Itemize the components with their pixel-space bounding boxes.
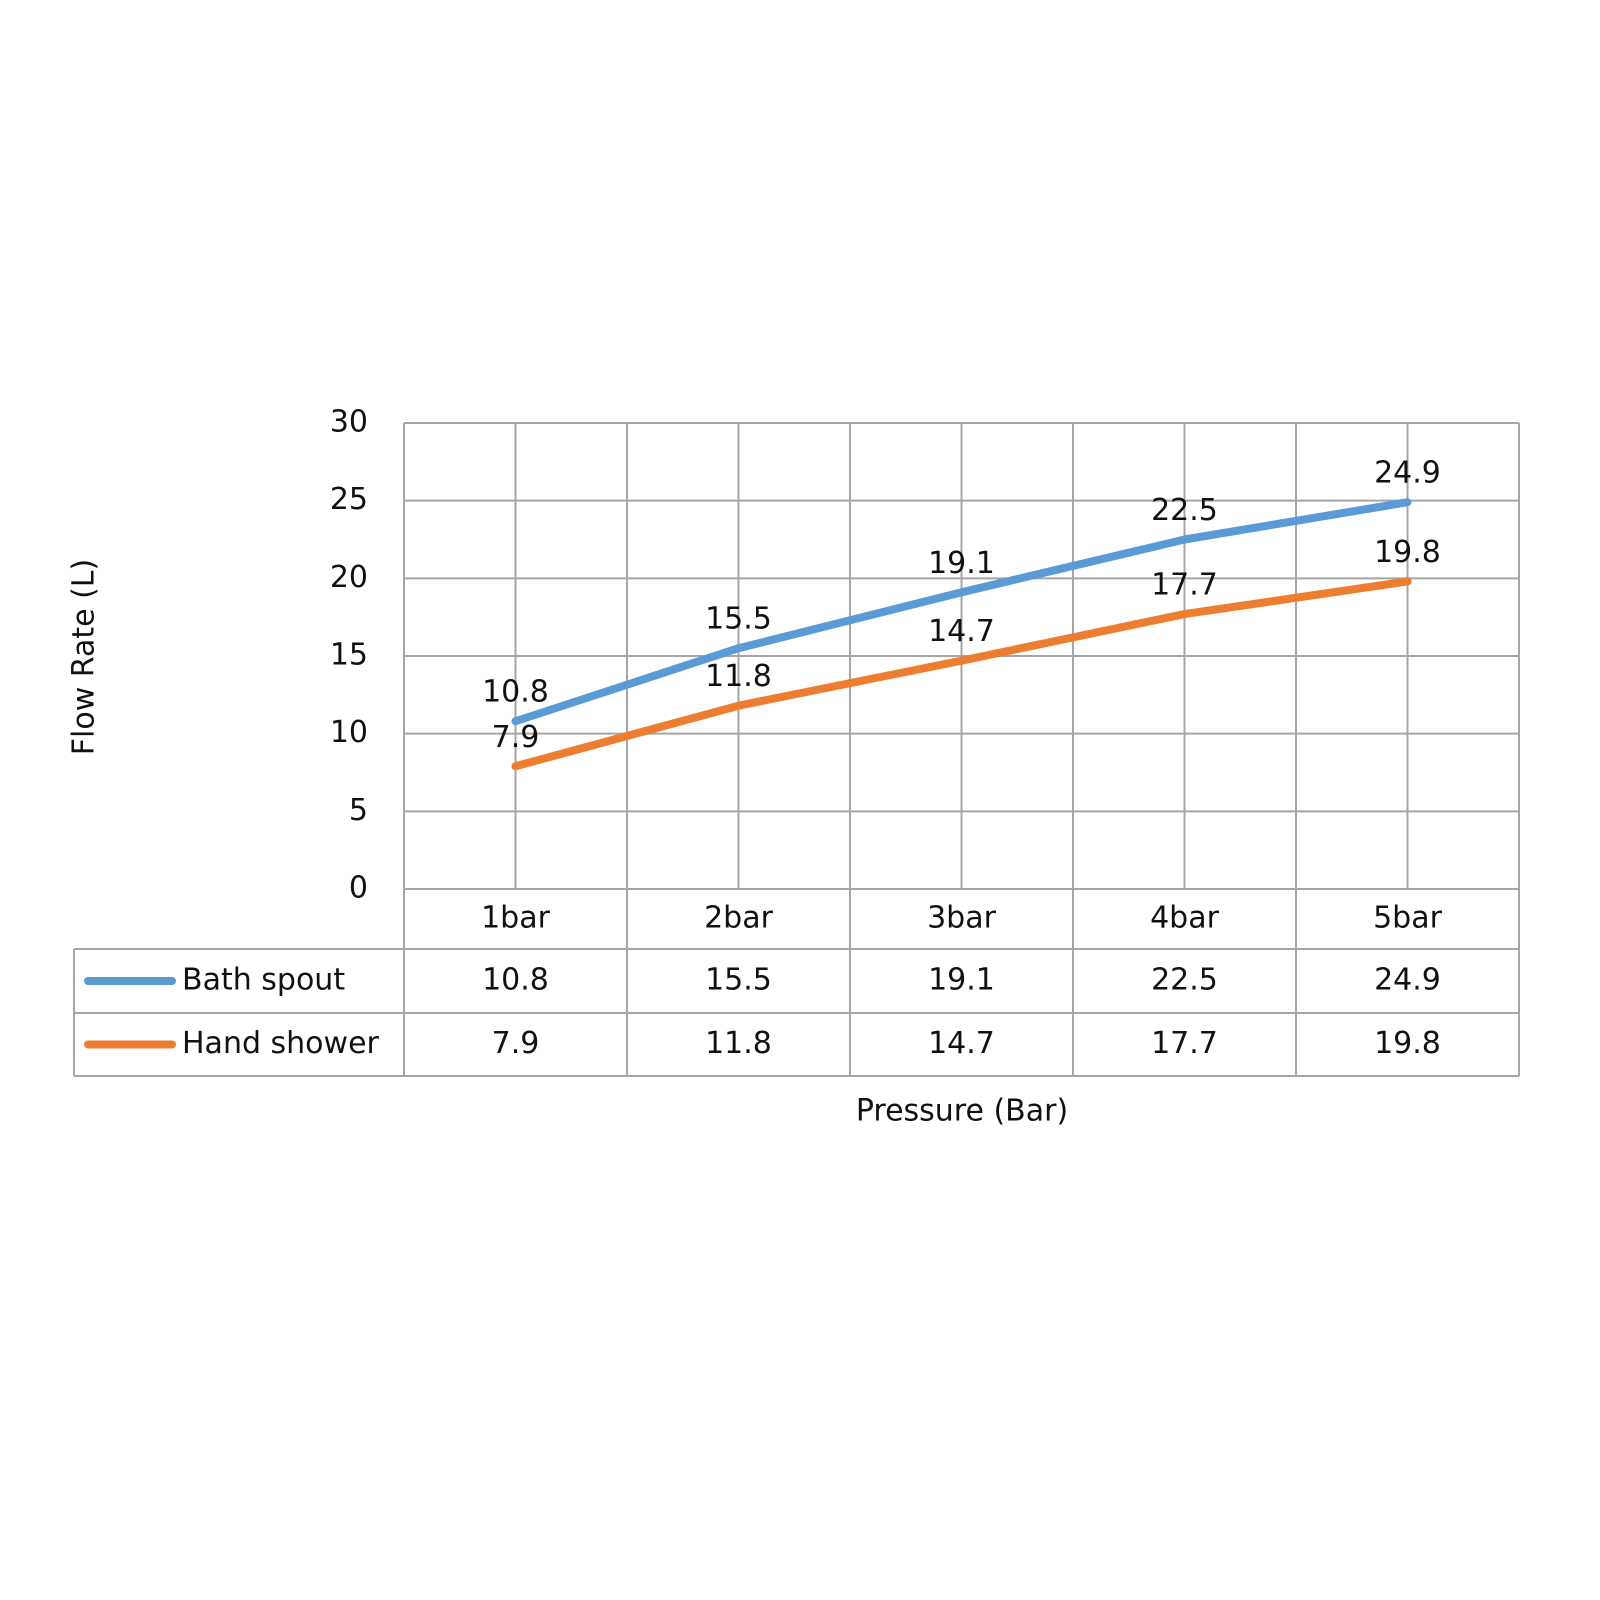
table-cell: 10.8	[482, 963, 549, 998]
table-cell: 7.9	[492, 1026, 540, 1061]
table-cell: 17.7	[1151, 1026, 1218, 1061]
x-tick-label: 5bar	[1373, 901, 1443, 936]
y-tick-label: 30	[330, 405, 368, 440]
table-cell: 11.8	[705, 1026, 772, 1061]
data-label: 7.9	[492, 720, 540, 755]
x-tick-label: 4bar	[1150, 901, 1220, 936]
y-tick-label: 25	[330, 482, 368, 517]
x-tick-label: 2bar	[704, 901, 774, 936]
x-tick-label: 1bar	[481, 901, 551, 936]
legend-label: Bath spout	[182, 963, 345, 998]
y-tick-label: 5	[349, 793, 368, 828]
data-label: 14.7	[928, 614, 995, 649]
table-cell: 19.8	[1374, 1026, 1441, 1061]
x-axis-title: Pressure (Bar)	[856, 1094, 1068, 1129]
data-label: 11.8	[705, 659, 772, 694]
y-tick-label: 10	[330, 715, 368, 750]
table-cell: 14.7	[928, 1026, 995, 1061]
table-cell: 24.9	[1374, 963, 1441, 998]
data-label: 10.8	[482, 675, 549, 710]
y-tick-label: 20	[330, 560, 368, 595]
series-line	[511, 577, 1412, 771]
table-cell: 22.5	[1151, 963, 1218, 998]
data-label: 19.8	[1374, 535, 1441, 570]
data-label: 24.9	[1374, 456, 1441, 491]
y-tick-label: 15	[330, 638, 368, 673]
data-label: 19.1	[928, 546, 995, 581]
y-axis-title: Flow Rate (L)	[67, 559, 102, 755]
x-tick-label: 3bar	[927, 901, 997, 936]
table-cell: 15.5	[705, 963, 772, 998]
table-cell: 19.1	[928, 963, 995, 998]
data-label: 22.5	[1151, 493, 1218, 528]
data-label: 15.5	[705, 602, 772, 637]
y-tick-label: 0	[349, 871, 368, 906]
data-label: 17.7	[1151, 568, 1218, 603]
legend-label: Hand shower	[182, 1026, 380, 1061]
series-line	[511, 498, 1412, 726]
